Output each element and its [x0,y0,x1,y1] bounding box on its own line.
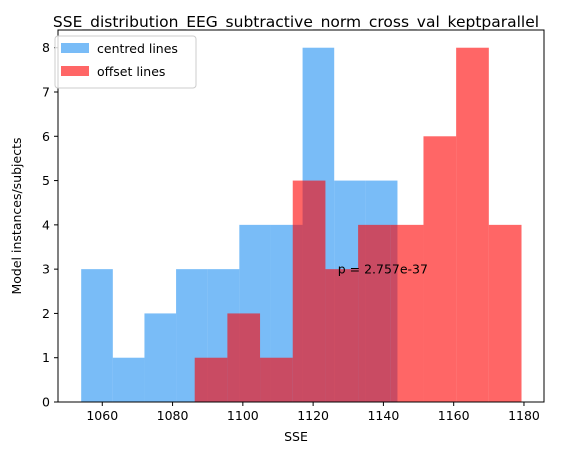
y-tick-label: 2 [42,306,50,321]
x-tick-label: 1140 [367,408,399,423]
bars-layer [81,48,521,402]
p-value-annotation: p = 2.757e-37 [338,262,428,277]
bar-offset-4 [325,269,358,402]
bar-offset-6 [391,225,424,402]
x-axis-label: SSE [284,429,308,444]
x-tick-label: 1160 [438,408,470,423]
y-tick-label: 0 [42,395,50,410]
x-tick-label: 1180 [508,408,540,423]
x-tick-label: 1080 [157,408,189,423]
y-tick-label: 1 [42,350,50,365]
y-axis-ticks: 0 1 2 3 4 5 6 7 8 [42,40,58,409]
y-tick-label: 6 [42,129,50,144]
chart-title: SSE_distribution_EEG_subtractive_norm_cr… [53,13,539,32]
x-axis-ticks: 1060 1080 1100 1120 1140 1160 1180 [86,402,540,423]
x-tick-label: 1100 [227,408,259,423]
bar-offset-8 [456,48,489,402]
bar-offset-2 [260,358,293,402]
legend-label-offset: offset lines [97,64,165,79]
bar-offset-9 [489,225,522,402]
y-tick-label: 3 [42,262,50,277]
bar-offset-5 [358,225,391,402]
bar-offset-3 [293,181,326,402]
y-tick-label: 5 [42,173,50,188]
bar-centred-0 [81,269,113,402]
bar-centred-2 [144,313,176,402]
y-tick-label: 8 [42,40,50,55]
bar-centred-1 [113,358,145,402]
bar-offset-7 [423,136,456,402]
y-tick-label: 7 [42,85,50,100]
legend: centred lines offset lines [55,36,196,88]
y-axis-label: Model instances/subjects [9,137,24,294]
bar-offset-0 [195,358,228,402]
legend-swatch-centred [61,43,89,53]
x-tick-label: 1060 [86,408,118,423]
y-tick-label: 4 [42,217,50,232]
x-tick-label: 1120 [297,408,329,423]
legend-swatch-offset [61,66,89,76]
bar-offset-1 [227,313,260,402]
legend-label-centred: centred lines [97,41,178,56]
